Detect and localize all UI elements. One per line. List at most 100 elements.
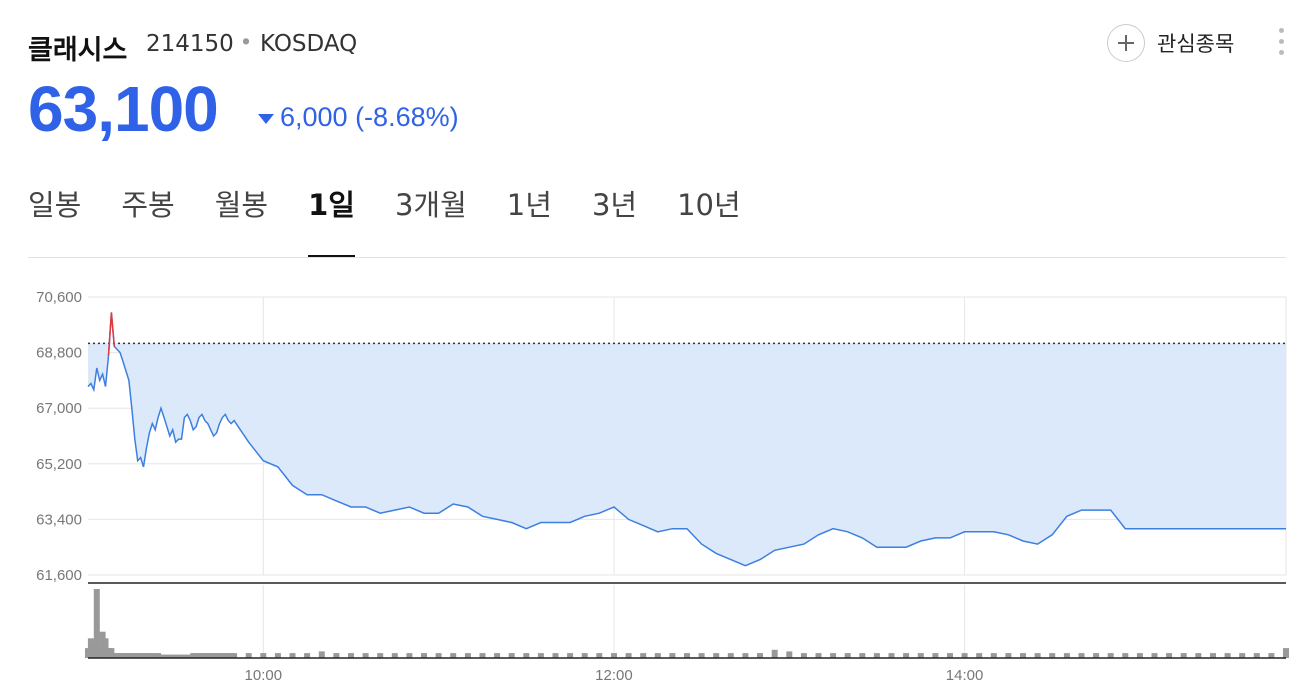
volume-bar <box>830 653 837 658</box>
more-vertical-icon[interactable] <box>1276 28 1286 62</box>
favorite-label: 관심종목 <box>1157 32 1235 56</box>
volume-bar <box>581 653 588 658</box>
y-tick-label: 63,400 <box>36 511 82 528</box>
volume-bar <box>1107 653 1114 658</box>
volume-bar <box>1136 653 1143 658</box>
volume-bar <box>698 653 705 658</box>
volume-bar <box>713 653 720 658</box>
volume-bar <box>976 653 983 658</box>
volume-bar <box>888 653 895 658</box>
volume-bar <box>1283 648 1289 658</box>
price-area <box>88 343 1286 566</box>
volume-bar <box>567 653 574 658</box>
tab-3year[interactable]: 3년 <box>591 188 638 222</box>
volume-bar <box>274 653 281 658</box>
volume-bar <box>684 653 690 658</box>
volume-bar <box>494 653 501 658</box>
tab-1year[interactable]: 1년 <box>506 188 552 222</box>
volume-bar <box>245 653 252 658</box>
x-tick-label: 12:00 <box>595 667 633 684</box>
volume-bar <box>1253 653 1260 658</box>
y-tick-label: 61,600 <box>36 567 82 584</box>
volume-bar <box>1063 653 1070 658</box>
tab-1day[interactable]: 1일 <box>308 182 355 258</box>
volume-bar <box>231 653 238 658</box>
volume-bar <box>1020 653 1026 658</box>
volume-bar <box>537 653 544 658</box>
price-change: 6,000 (-8.68%) <box>258 102 459 133</box>
volume-bar <box>917 653 924 658</box>
x-tick-label: 10:00 <box>245 667 283 684</box>
volume-bar <box>508 653 515 658</box>
y-tick-label: 65,200 <box>36 456 82 473</box>
volume-bar <box>596 653 603 658</box>
volume-bar <box>786 651 793 658</box>
volume-bar <box>1005 653 1012 658</box>
price-change-value: 6,000 (-8.68%) <box>280 102 459 132</box>
tab-weekly[interactable]: 주봉 <box>121 188 175 222</box>
price-line <box>87 312 1286 567</box>
volume-bar <box>669 653 676 658</box>
volume-bar <box>523 653 530 658</box>
stock-code: 214150 <box>146 31 234 57</box>
stock-header: 클래시스 214150 • KOSDAQ 관심종목 <box>28 20 1284 70</box>
volume-bar <box>552 653 559 658</box>
x-tick-label: 14:00 <box>946 667 984 684</box>
volume-bar <box>859 653 866 658</box>
volume-bar <box>932 653 939 658</box>
separator-dot: • <box>242 28 251 54</box>
volume-bar <box>450 653 457 658</box>
volume-bar <box>1049 653 1056 658</box>
volume-bar <box>844 653 851 658</box>
market-name: KOSDAQ <box>260 31 358 57</box>
price-line-above-reference <box>107 312 116 356</box>
volume-bar <box>260 653 267 658</box>
plus-icon <box>1107 24 1145 62</box>
volume-bar <box>1268 653 1275 658</box>
volume-bar <box>757 653 763 658</box>
volume-bar <box>815 653 822 658</box>
tab-3month[interactable]: 3개월 <box>394 188 467 222</box>
volume-bar <box>421 653 427 658</box>
volume-bar <box>289 653 296 658</box>
tabs-divider <box>28 257 1286 258</box>
x-axis: 10:00 12:00 14:00 <box>245 667 984 684</box>
volume-bar <box>625 653 632 658</box>
current-price: 63,100 <box>28 73 219 145</box>
tab-daily[interactable]: 일봉 <box>28 188 82 222</box>
volume-bar <box>1034 653 1041 658</box>
volume-bar <box>435 653 442 658</box>
volume-bar <box>1151 653 1158 658</box>
volume-bar <box>611 653 617 658</box>
volume-bars <box>85 589 1289 658</box>
volume-bar <box>377 653 384 658</box>
volume-bar <box>1180 653 1187 658</box>
volume-bar <box>1166 653 1173 658</box>
volume-bar <box>640 653 647 658</box>
volume-bar <box>406 653 413 658</box>
volume-bar <box>654 653 661 658</box>
y-tick-label: 67,000 <box>36 400 82 417</box>
y-axis: 70,600 68,800 67,000 65,200 63,400 61,600 <box>36 289 82 584</box>
volume-bar <box>1122 653 1129 658</box>
tab-10year[interactable]: 10년 <box>677 188 741 222</box>
volume-bar <box>1195 653 1202 658</box>
volume-bar <box>108 648 115 658</box>
volume-bar <box>1078 653 1085 658</box>
add-favorite-button[interactable]: 관심종목 <box>1107 23 1234 63</box>
volume-bar <box>93 589 100 658</box>
period-tabs: 일봉 주봉 월봉 1일 3개월 1년 3년 10년 <box>28 182 781 258</box>
volume-bar <box>333 653 340 658</box>
volume-bar <box>961 653 968 658</box>
y-tick-label: 68,800 <box>36 345 82 362</box>
volume-bar <box>947 653 953 658</box>
tab-monthly[interactable]: 월봉 <box>214 188 269 222</box>
volume-bar <box>362 653 369 658</box>
volume-bar <box>771 649 778 658</box>
volume-bar <box>873 653 880 658</box>
volume-bar <box>1210 653 1216 658</box>
volume-bar <box>1093 653 1100 658</box>
volume-bar <box>990 653 997 658</box>
volume-bar <box>903 653 910 658</box>
